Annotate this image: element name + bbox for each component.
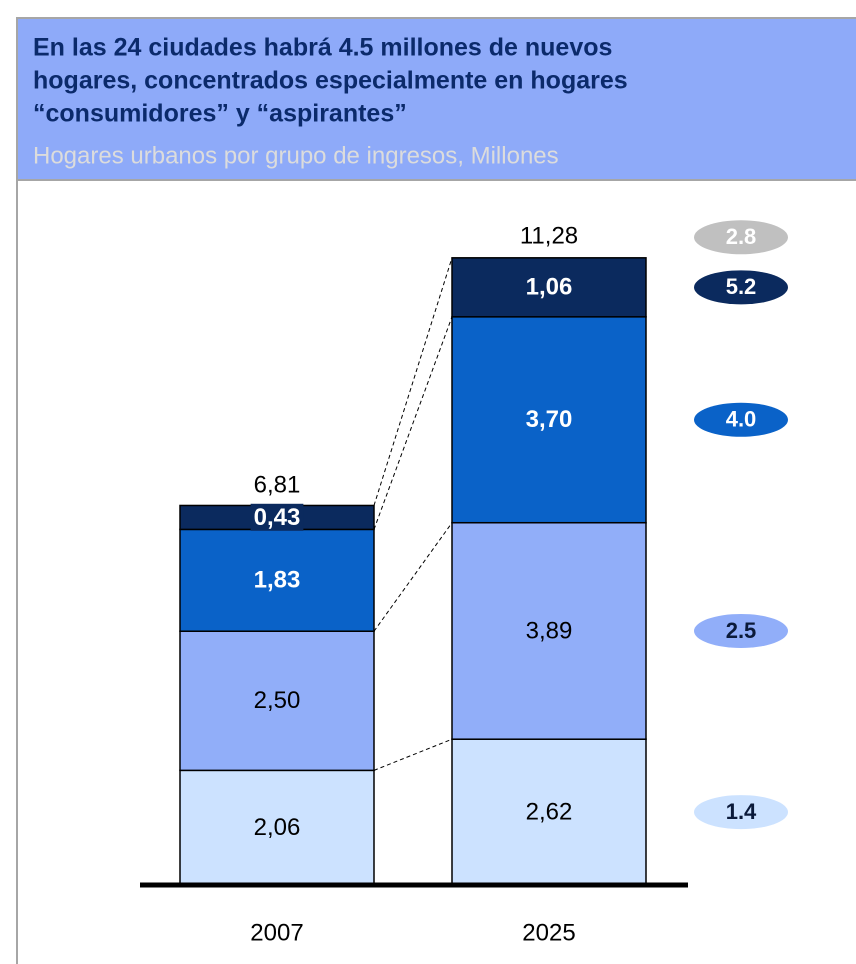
badge bbox=[694, 795, 788, 830]
value-label: 2,06 bbox=[254, 814, 301, 841]
badge-label: 1.4 bbox=[726, 799, 757, 824]
header-box bbox=[16, 17, 856, 181]
title-line: hogares, concentrados especialmente en h… bbox=[33, 67, 628, 95]
value-label: 2,62 bbox=[526, 798, 573, 825]
value-label: 2,50 bbox=[254, 687, 301, 714]
total-label: 11,28 bbox=[520, 223, 578, 250]
bar-segment bbox=[451, 316, 647, 524]
bar-segment bbox=[179, 769, 375, 886]
connector bbox=[373, 738, 453, 771]
title-line: En las 24 ciudades habrá 4.5 millones de… bbox=[33, 34, 612, 62]
value-label: 3,89 bbox=[526, 617, 573, 644]
title-line: “consumidores” y “aspirantes” bbox=[33, 100, 407, 128]
total-label: 6,81 bbox=[254, 471, 301, 498]
bar-segment bbox=[451, 257, 647, 318]
badge bbox=[694, 220, 788, 255]
connector bbox=[373, 316, 453, 530]
badge-label: 5.2 bbox=[726, 274, 757, 299]
value-label: 3,70 bbox=[526, 406, 573, 433]
value-label: 1,83 bbox=[254, 567, 301, 594]
connector bbox=[373, 257, 453, 506]
badge-label: 4.0 bbox=[726, 407, 757, 432]
badge-label: 2.5 bbox=[726, 618, 757, 643]
value-label: 1,06 bbox=[526, 274, 573, 301]
badge bbox=[694, 613, 788, 648]
x-tick-label: 2025 bbox=[522, 919, 575, 946]
bar-segment bbox=[451, 738, 647, 886]
value-label: 0,43 bbox=[254, 504, 301, 531]
badge bbox=[694, 402, 788, 437]
connector bbox=[373, 522, 453, 632]
subtitle: Hogares urbanos por grupo de ingresos, M… bbox=[33, 142, 559, 169]
badge bbox=[694, 270, 788, 305]
bar-segment bbox=[179, 630, 375, 772]
label-background bbox=[250, 503, 304, 531]
x-tick-label: 2007 bbox=[250, 919, 303, 946]
bar-segment bbox=[451, 521, 647, 740]
badge-label: 2.8 bbox=[726, 224, 757, 249]
